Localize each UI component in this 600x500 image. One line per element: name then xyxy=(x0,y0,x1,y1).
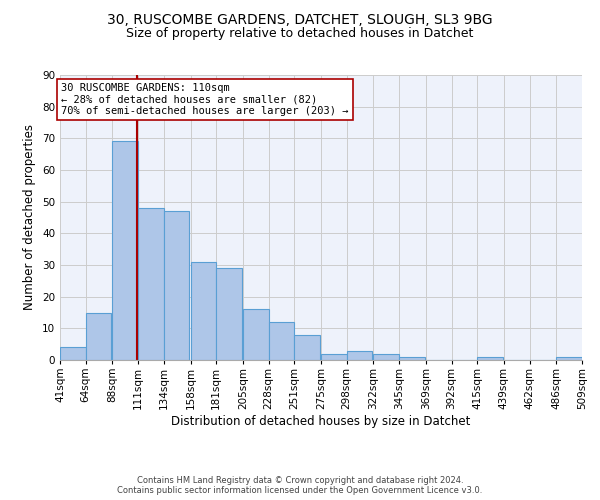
Bar xyxy=(112,142,138,360)
Bar xyxy=(269,322,294,360)
X-axis label: Distribution of detached houses by size in Datchet: Distribution of detached houses by size … xyxy=(172,414,470,428)
Bar xyxy=(216,268,242,360)
Bar xyxy=(373,354,399,360)
Bar xyxy=(191,262,216,360)
Bar xyxy=(60,348,86,360)
Bar xyxy=(294,334,320,360)
Bar xyxy=(164,211,190,360)
Bar xyxy=(138,208,164,360)
Text: 30 RUSCOMBE GARDENS: 110sqm
← 28% of detached houses are smaller (82)
70% of sem: 30 RUSCOMBE GARDENS: 110sqm ← 28% of det… xyxy=(61,83,349,116)
Bar xyxy=(556,357,582,360)
Bar xyxy=(399,357,425,360)
Bar xyxy=(347,350,373,360)
Y-axis label: Number of detached properties: Number of detached properties xyxy=(23,124,37,310)
Bar xyxy=(86,312,112,360)
Text: Contains HM Land Registry data © Crown copyright and database right 2024.
Contai: Contains HM Land Registry data © Crown c… xyxy=(118,476,482,495)
Text: Size of property relative to detached houses in Datchet: Size of property relative to detached ho… xyxy=(127,28,473,40)
Bar xyxy=(477,357,503,360)
Text: 30, RUSCOMBE GARDENS, DATCHET, SLOUGH, SL3 9BG: 30, RUSCOMBE GARDENS, DATCHET, SLOUGH, S… xyxy=(107,12,493,26)
Bar xyxy=(243,310,269,360)
Bar xyxy=(321,354,347,360)
